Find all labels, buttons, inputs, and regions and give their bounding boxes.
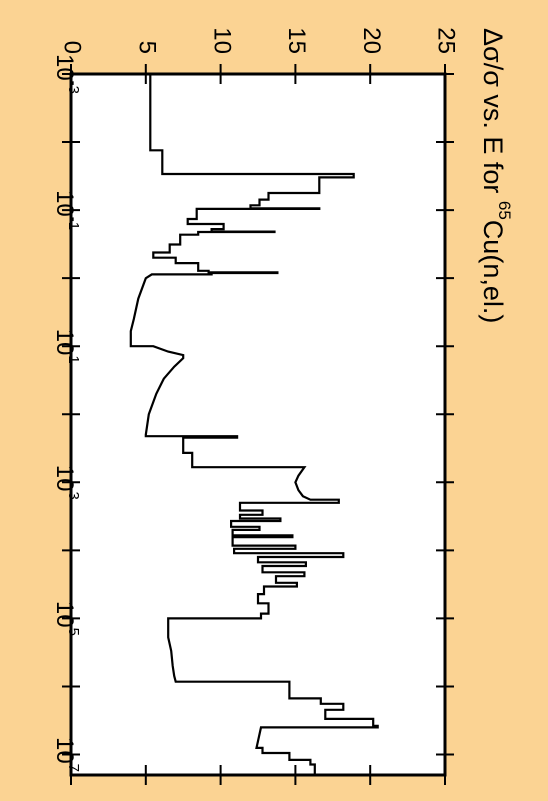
energy-tick-base: 10	[51, 465, 78, 492]
energy-tick-label: 10-1	[51, 190, 82, 230]
energy-tick-label: 103	[51, 465, 82, 500]
value-tick-label: 25	[433, 27, 460, 54]
energy-tick-exponent: -3	[65, 81, 82, 94]
energy-tick-exponent: 3	[65, 491, 82, 499]
value-tick-label: 0	[59, 41, 86, 54]
value-tick-label: 15	[283, 27, 310, 54]
title-main: Δσ/σ vs. E for	[478, 28, 508, 201]
value-tick-label-group: 20	[358, 27, 385, 54]
energy-tick-label-group: 10-3	[51, 54, 82, 94]
energy-tick-label: 10-3	[51, 54, 82, 94]
energy-tick-label: 107	[51, 737, 82, 772]
energy-tick-label-group: 101	[51, 329, 82, 364]
value-tick-label-group: 25	[433, 27, 460, 54]
value-tick-label-group: 15	[283, 27, 310, 54]
title-superscript: 65	[495, 201, 514, 220]
value-axis-labels: 0 5 10 15 20 25	[59, 27, 460, 54]
energy-tick-exponent: 7	[65, 764, 82, 772]
value-tick-label-group: 5	[133, 41, 160, 54]
value-tick-label: 5	[133, 41, 160, 54]
value-tick-label-group: 0	[59, 41, 86, 54]
energy-tick-base: 10	[51, 737, 78, 764]
title-nuclide: Cu(n,el.)	[478, 220, 508, 324]
energy-tick-exponent: 5	[65, 628, 82, 636]
energy-tick-label: 101	[51, 329, 82, 364]
energy-tick-label-group: 107	[51, 737, 82, 772]
energy-tick-label-group: 105	[51, 601, 82, 636]
energy-tick-label-group: 10-1	[51, 190, 82, 230]
plot-frame	[69, 72, 447, 777]
value-tick-label-group: 10	[208, 27, 235, 54]
value-tick-label: 20	[358, 27, 385, 54]
energy-tick-base: 10	[51, 329, 78, 356]
value-tick-label: 10	[208, 27, 235, 54]
energy-tick-base: 10	[51, 601, 78, 628]
energy-tick-exponent: -1	[65, 217, 82, 230]
plot-area	[71, 74, 445, 775]
chart-title: Δσ/σ vs. E for 65Cu(n,el.)	[478, 28, 514, 323]
energy-tick-base: 10	[51, 54, 78, 81]
svg-text:Δσ/σ vs. E for 65Cu(n,el.): Δσ/σ vs. E for 65Cu(n,el.)	[478, 28, 514, 323]
energy-tick-base: 10	[51, 190, 78, 217]
energy-tick-label-group: 103	[51, 465, 82, 500]
energy-tick-exponent: 1	[65, 355, 82, 363]
series-line	[129, 74, 379, 775]
energy-tick-label: 105	[51, 601, 82, 636]
